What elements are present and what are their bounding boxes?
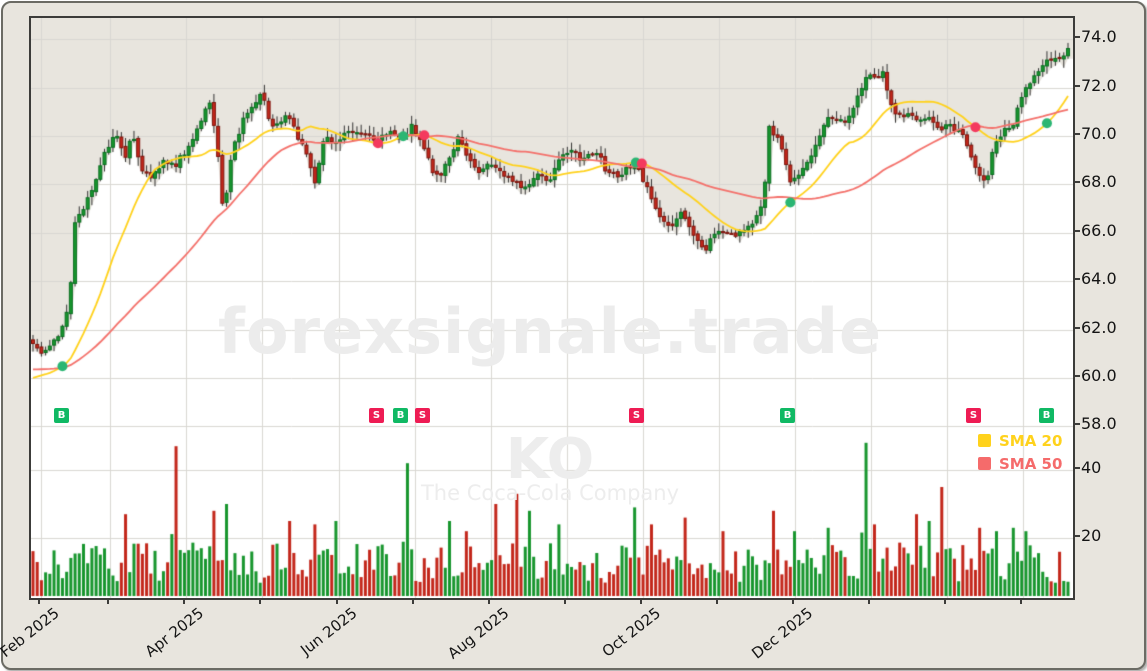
sell-signal-badge: S (629, 408, 644, 423)
sell-signal-badge: S (966, 408, 981, 423)
x-axis-tick (38, 598, 40, 604)
y-axis-tick-label: 64.0 (1081, 269, 1117, 289)
sma20-swatch (978, 434, 991, 447)
x-axis-label: Oct 2025 (598, 604, 665, 661)
y-axis-tick-label: 68.0 (1081, 172, 1117, 192)
buy-signal-badge: B (1039, 408, 1054, 423)
legend-item-sma50: SMA 50 (978, 452, 1062, 475)
y-axis-tick (1073, 278, 1080, 281)
sell-signal-badge: S (415, 408, 430, 423)
y-axis-tick-label: 58.0 (1081, 414, 1117, 434)
y-axis-tick (1073, 36, 1080, 39)
chart-canvas (31, 18, 1073, 598)
y-axis-tick-label: 72.0 (1081, 75, 1117, 95)
x-axis-tick (868, 598, 870, 604)
symbol-watermark: KO (505, 427, 595, 492)
y-axis-tick (1073, 326, 1080, 329)
x-axis-tick (1020, 598, 1022, 604)
y-axis-tick-label: 70.0 (1081, 124, 1117, 143)
sma-legend: SMA 20 SMA 50 (978, 429, 1062, 475)
x-axis-tick (183, 598, 185, 604)
x-axis-label: Feb 2025 (0, 604, 63, 661)
x-axis-label: Aug 2025 (444, 604, 513, 663)
x-axis-tick (412, 598, 414, 604)
y-axis-tick-label: 66.0 (1081, 220, 1117, 240)
volume-axis-tick-label: 20 (1081, 526, 1102, 545)
y-axis-tick-label: 62.0 (1081, 317, 1117, 337)
sma20-label: SMA 20 (999, 431, 1063, 450)
volume-axis-tick (1073, 535, 1080, 537)
buy-signal-badge: B (54, 408, 69, 423)
price-volume-chart (29, 16, 1075, 600)
legend-item-sma20: SMA 20 (978, 429, 1062, 452)
x-axis-tick (716, 598, 718, 604)
y-axis-tick (1073, 84, 1080, 87)
x-axis-tick (259, 598, 261, 604)
sell-signal-badge: S (369, 408, 384, 423)
x-axis-label: Apr 2025 (141, 604, 208, 661)
company-watermark: The Coca-Cola Company (420, 481, 680, 505)
x-axis-label: Dec 2025 (748, 604, 817, 663)
x-axis-tick (488, 598, 490, 604)
y-axis-tick (1073, 375, 1080, 377)
y-axis-tick (1073, 181, 1080, 184)
x-axis-tick (944, 598, 946, 604)
sma50-swatch (978, 457, 991, 470)
y-axis-tick (1073, 133, 1080, 135)
y-axis-tick-label: 60.0 (1081, 366, 1117, 385)
x-axis-tick (107, 598, 109, 604)
buy-signal-badge: B (393, 408, 408, 423)
x-axis-tick (564, 598, 566, 604)
buy-signal-badge: B (780, 408, 795, 423)
volume-axis-tick-label: 40 (1081, 458, 1102, 477)
sma50-label: SMA 50 (999, 454, 1063, 473)
site-watermark: forexsignale.trade (217, 295, 883, 368)
volume-axis-tick (1073, 467, 1080, 469)
y-axis-tick (1073, 423, 1080, 426)
y-axis-tick (1073, 229, 1080, 232)
x-axis-tick (792, 598, 794, 604)
x-axis-tick (336, 598, 338, 604)
x-axis-label: Jun 2025 (296, 604, 361, 660)
y-axis-tick-label: 74.0 (1081, 27, 1117, 47)
x-axis-tick (640, 598, 642, 604)
